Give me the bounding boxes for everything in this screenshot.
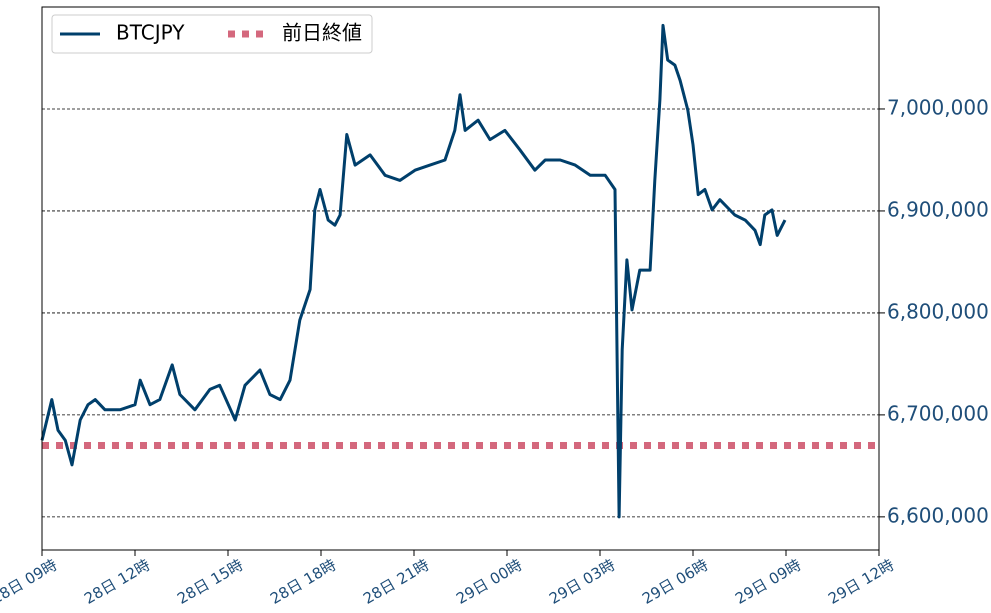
x-tick-label: 28日 09時 (0, 556, 60, 608)
x-tick-label: 28日 15時 (174, 556, 246, 608)
x-tick-label: 29日 12時 (825, 556, 897, 608)
x-tick-label: 28日 21時 (360, 556, 432, 608)
series-line (40, 23, 787, 519)
x-tick-label: 28日 12時 (81, 556, 153, 608)
y-tick-label: 7,000,000 (887, 95, 989, 119)
y-tick-label: 6,900,000 (887, 197, 989, 221)
x-tick-label: 29日 00時 (453, 556, 525, 608)
y-tick-label: 6,700,000 (887, 401, 989, 425)
legend-label: 前日終値 (282, 21, 362, 45)
plot-frame (41, 6, 880, 551)
y-tick-label: 6,800,000 (887, 299, 989, 323)
legend: BTCJPY 前日終値 (51, 14, 373, 54)
x-tick-label: 29日 09時 (732, 556, 804, 608)
legend-box (51, 14, 373, 54)
x-tick-label: 28日 18時 (267, 556, 339, 608)
legend-label: BTCJPY (116, 21, 185, 45)
x-tick-label: 29日 06時 (639, 556, 711, 608)
x-tick-label: 29日 03時 (546, 556, 618, 608)
y-tick-label: 6,600,000 (887, 503, 989, 527)
